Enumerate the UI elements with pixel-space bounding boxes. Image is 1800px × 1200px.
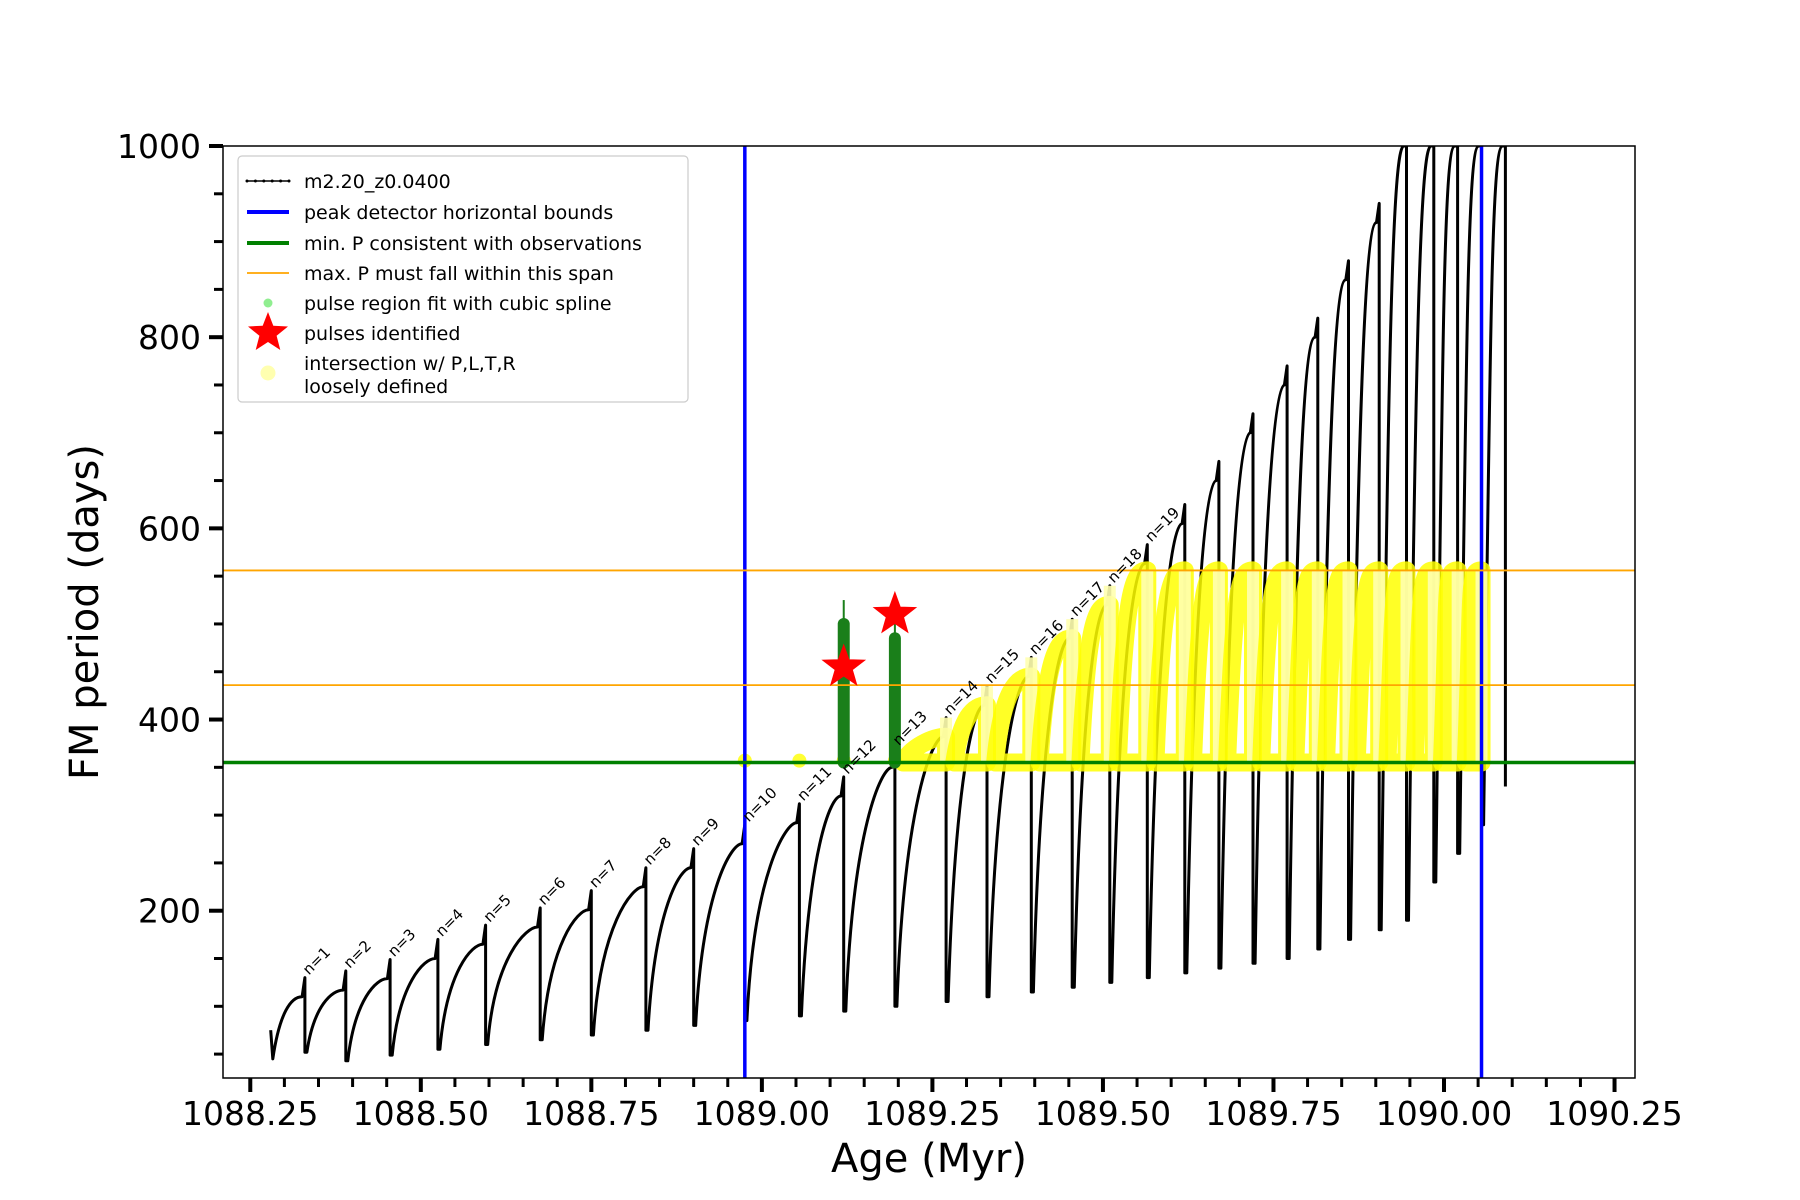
legend-swatch-track-marker [245, 179, 249, 183]
x-tick-label-4: 1089.25 [864, 1094, 1000, 1133]
y-tick-label-2: 600 [138, 509, 201, 548]
legend-swatch-track-marker [270, 179, 274, 183]
legend-swatch-track-marker [279, 179, 283, 183]
intersection-marker-10 [792, 753, 807, 768]
legend-swatch-intersection [260, 365, 276, 381]
x-tick-label-3: 1089.00 [694, 1094, 830, 1133]
x-axis-title: Age (Myr) [831, 1136, 1027, 1182]
pulse-identified-star-0 [821, 643, 867, 686]
x-tick-label-8: 1090.25 [1546, 1094, 1682, 1133]
y-tick-label-4: 1000 [117, 127, 201, 166]
legend-label-intersection-0: intersection w/ P,L,T,R [304, 353, 516, 375]
x-tick-label-5: 1089.50 [1035, 1094, 1171, 1133]
legend-box [237, 155, 689, 403]
legend-label-min_p: min. P consistent with observations [304, 233, 642, 255]
y-tick-label-0: 200 [138, 892, 201, 931]
legend-swatch-star [248, 312, 288, 350]
legend-swatch-track-marker [262, 179, 266, 183]
y-axis-title: FM period (days) [62, 444, 108, 780]
legend-label-track: m2.20_z0.0400 [304, 171, 451, 193]
legend-swatch-track-marker [253, 179, 257, 183]
x-tick-label-0: 1088.25 [182, 1094, 318, 1133]
legend-label-max_p: max. P must fall within this span [304, 263, 614, 285]
legend-swatch-spline [263, 298, 273, 308]
legend-label-star: pulses identified [304, 323, 460, 345]
x-tick-label-6: 1089.75 [1205, 1094, 1341, 1133]
plot-frame [222, 145, 1636, 1079]
legend-label-spline: pulse region fit with cubic spline [304, 293, 612, 315]
pulse-identified-star-1 [872, 590, 918, 634]
x-tick-label-1: 1088.50 [353, 1094, 489, 1133]
x-tick-label-2: 1088.75 [523, 1094, 659, 1133]
legend-label-bounds: peak detector horizontal bounds [304, 202, 613, 224]
y-tick-label-3: 800 [138, 318, 201, 357]
axes: 1088.25 1088.50 1088.75 1089.00 1089.25 1089.… [117, 127, 1683, 1133]
y-tick-label-1: 400 [138, 701, 201, 740]
x-tick-label-7: 1090.00 [1376, 1094, 1512, 1133]
plot-area: n=1 n=2 n=3n=4 n=5 n=6 n=7n=8n=9n=10n=11n=12n… [223, 146, 1635, 1078]
legend-swatch-track-marker [287, 179, 291, 183]
legend-label-intersection-1: loosely defined [304, 376, 448, 398]
